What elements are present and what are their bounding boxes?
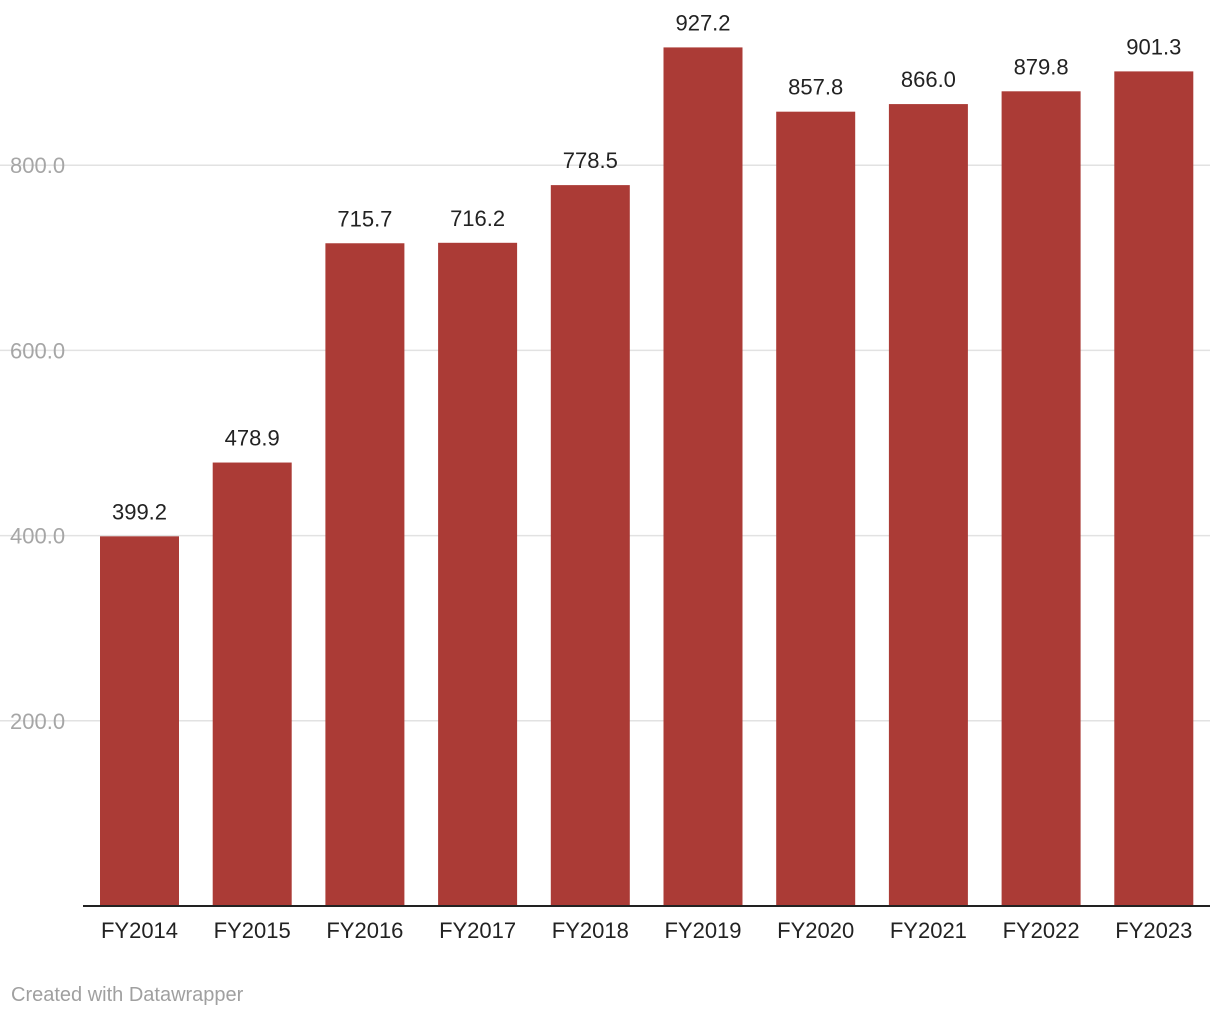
x-tick-label: FY2018 (552, 918, 629, 943)
bar-value-label: 927.2 (675, 10, 730, 35)
x-tick-label: FY2014 (101, 918, 178, 943)
x-tick-label: FY2021 (890, 918, 967, 943)
y-tick-label: 200.0 (10, 709, 65, 734)
x-axis-ticks: FY2014 FY2015 FY2016 FY2017 FY2018 FY2019 FY20… (101, 918, 1192, 943)
bar (325, 243, 405, 907)
bar-value-label: 857.8 (788, 75, 843, 100)
x-tick-label: FY2019 (664, 918, 741, 943)
x-tick-label: FY2016 (326, 918, 403, 943)
bar (663, 47, 743, 907)
bar (776, 111, 856, 907)
bar (1114, 71, 1194, 907)
x-tick-label: FY2023 (1115, 918, 1192, 943)
value-labels: 399.2 478.9 715.7 716.2 778.5 927.2 857.8 866.0… (112, 10, 1181, 524)
y-tick-label: 400.0 (10, 524, 65, 549)
bar-value-label: 715.7 (337, 206, 392, 231)
x-tick-label: FY2015 (214, 918, 291, 943)
bar (550, 185, 630, 906)
y-tick-label: 600.0 (10, 338, 65, 363)
bar (212, 462, 292, 906)
bars (100, 47, 1194, 907)
bar (888, 104, 968, 907)
y-axis-ticks: 200.0 400.0 600.0 800.0 (10, 153, 65, 734)
bar (438, 242, 518, 906)
bar (100, 536, 179, 906)
x-tick-label: FY2022 (1003, 918, 1080, 943)
bar-value-label: 879.8 (1014, 54, 1069, 79)
bar-value-label: 778.5 (563, 148, 618, 173)
bar-value-label: 716.2 (450, 206, 505, 231)
x-tick-label: FY2017 (439, 918, 516, 943)
x-tick-label: FY2020 (777, 918, 854, 943)
y-tick-label: 800.0 (10, 153, 65, 178)
footer-credit: Created with Datawrapper (11, 984, 244, 1006)
bar-value-label: 478.9 (225, 426, 280, 451)
bar-value-label: 866.0 (901, 67, 956, 92)
bar-value-label: 399.2 (112, 499, 167, 524)
bar-value-label: 901.3 (1126, 34, 1181, 59)
bar (1001, 91, 1081, 907)
